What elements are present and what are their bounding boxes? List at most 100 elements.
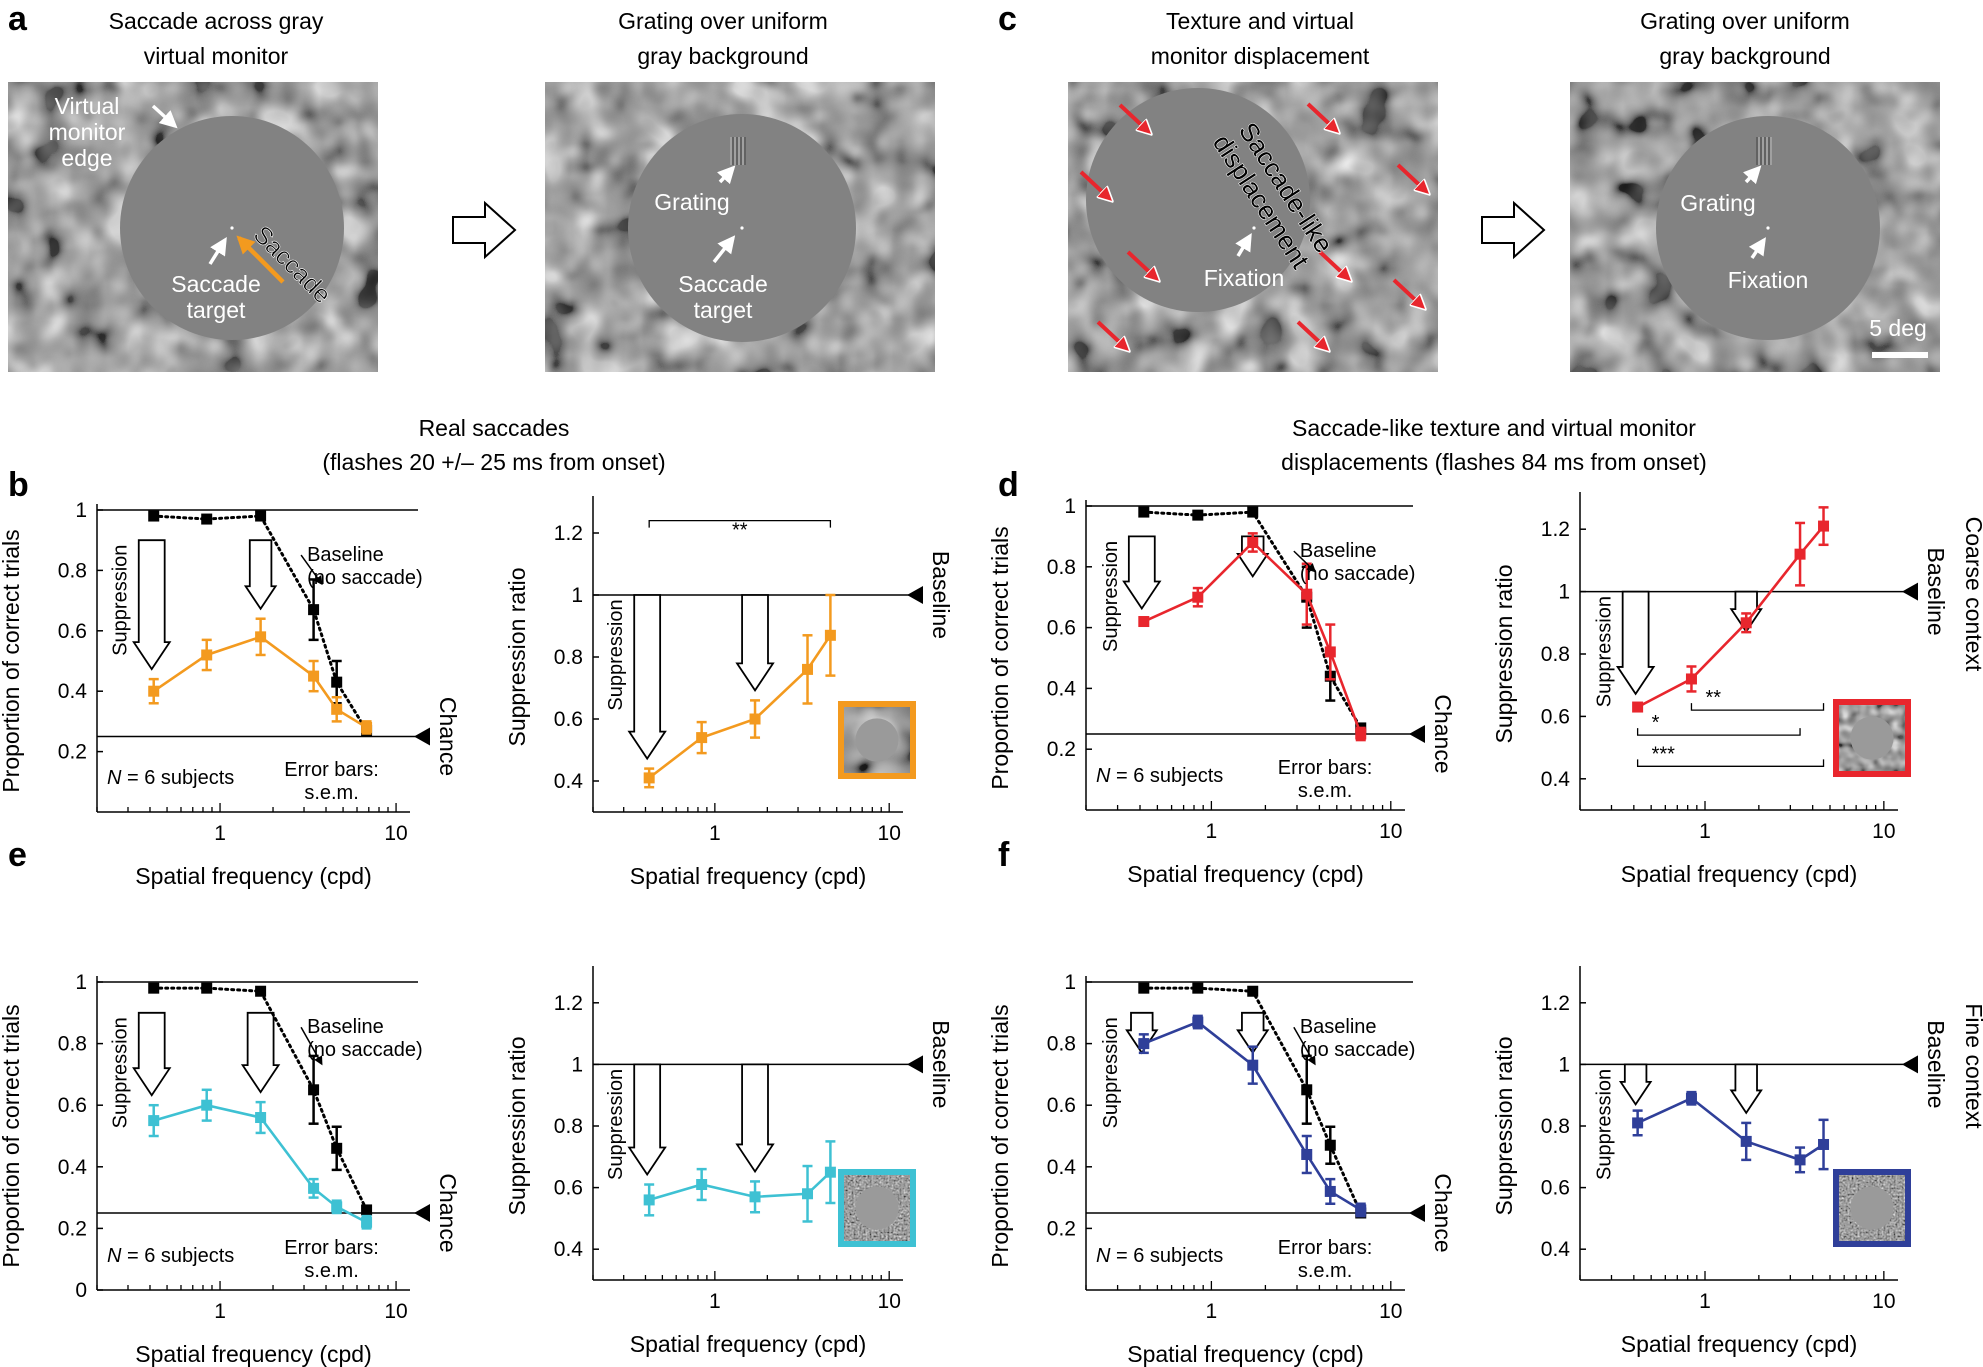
chart-d-left: 0.2 0.4 0.6 0.8 1 1 10 Spatial frequency (cpd) P…: [987, 495, 1456, 887]
data-point: [331, 703, 343, 715]
y-tick-label: 1: [1064, 971, 1076, 994]
data-point: [824, 629, 836, 641]
suppression-arrow: [1122, 535, 1162, 611]
a1-target-line1: Saccade: [171, 271, 261, 297]
reference-label: Baseline: [928, 551, 954, 639]
y-tick-label: 0.4: [1541, 1238, 1571, 1261]
series-line: [152, 514, 369, 732]
panel-letter-d: d: [998, 466, 1019, 504]
significance-label: **: [1705, 687, 1721, 709]
data-point: [201, 982, 213, 994]
y-tick-label: 0.4: [1541, 768, 1571, 791]
c1-title-line1: Texture and virtual: [1166, 8, 1354, 34]
n-note: N = 6 subjects: [1096, 1245, 1223, 1267]
a2-title-line2: gray background: [637, 43, 808, 69]
baseline-note-pointer: [1293, 550, 1317, 573]
x-axis-label: Spatial frequency (cpd): [1621, 861, 1858, 887]
suppression-label: Suppression: [1100, 541, 1122, 652]
baseline-note-line1: Baseline: [1300, 1016, 1377, 1038]
data-point: [361, 1216, 373, 1228]
data-point: [1192, 982, 1204, 994]
reference-marker: [1902, 1055, 1918, 1074]
x-tick-label: 10: [384, 822, 407, 845]
y-tick-label: 1: [75, 971, 87, 994]
series-data: [1138, 1014, 1367, 1218]
data-point: [1247, 1059, 1259, 1071]
scale-label: 5 deg: [1869, 315, 1927, 341]
y-axis-label: Proportion of correct trials: [987, 1004, 1013, 1267]
flow-arrow-a: [452, 200, 517, 260]
x-tick-label: 10: [878, 822, 901, 845]
chart-e-left: 0 0.2 0.4 0.6 0.8 1 1 10 Spatial frequency (cpd)…: [0, 971, 461, 1367]
suppression-arrow: [132, 1011, 172, 1097]
y-tick-label: 1.2: [554, 992, 583, 1015]
baseline-note-pointer: [1293, 1026, 1316, 1066]
thumbnail-frame: [1833, 1169, 1911, 1247]
context-label: Fine context: [1961, 1003, 1983, 1129]
x-tick-label: 10: [1379, 820, 1402, 843]
thumbnail-frame: [838, 701, 916, 779]
y-axis-label: Proportion of correct trials: [987, 526, 1013, 789]
series-baseline: [148, 982, 373, 1216]
y-tick-label: 0.8: [554, 646, 583, 669]
x-tick-label: 1: [1206, 820, 1218, 843]
c2-grating-label: Grating: [1680, 190, 1755, 216]
thumbnail-frame: [838, 1169, 916, 1247]
data-point: [148, 685, 160, 697]
a1-target-line2: target: [187, 297, 246, 323]
error-note-line2: s.e.m.: [1298, 780, 1352, 802]
x-tick-label: 1: [214, 1300, 226, 1323]
data-point: [331, 1142, 343, 1154]
y-tick-label: 1.2: [554, 522, 583, 545]
error-note-line2: s.e.m.: [304, 782, 358, 804]
suppression-label: Suppression: [110, 545, 132, 656]
suppression-arrow: [1615, 590, 1656, 696]
x-tick-label: 1: [709, 1290, 721, 1313]
series-data: [643, 1140, 836, 1223]
series-line: [1142, 540, 1363, 736]
x-tick-label: 10: [1872, 1290, 1895, 1313]
series-line: [1142, 986, 1363, 1215]
data-point: [1818, 520, 1830, 532]
error-note-line1: Error bars:: [284, 1237, 378, 1259]
suppression-arrow: [1236, 1011, 1270, 1055]
y-tick-label: 0.2: [1047, 1217, 1076, 1240]
thumbnail-monitor: [1850, 716, 1894, 760]
chart-d-right: 0.4 0.6 0.8 1 1.2 1 10 Spatial frequency (cpd) S…: [1491, 492, 1983, 887]
panel-letter-a: a: [8, 0, 28, 38]
x-tick-label: 10: [1379, 1300, 1402, 1323]
data-point: [643, 772, 655, 784]
scale-bar: [1872, 352, 1928, 358]
y-tick-label: 0.8: [58, 1033, 87, 1056]
reference-marker: [907, 1055, 923, 1074]
data-point: [1355, 1204, 1367, 1216]
data-point: [1138, 1038, 1150, 1050]
series-line: [152, 986, 369, 1212]
thumbnail-monitor: [855, 718, 899, 762]
a1-title-line2: virtual monitor: [144, 43, 289, 69]
left-group-title-1: Real saccades: [419, 415, 570, 441]
baseline-note-pointer: [300, 554, 323, 586]
vme-line3: edge: [61, 145, 112, 171]
reference-label: Baseline: [1923, 547, 1949, 635]
x-tick-label: 10: [1872, 820, 1895, 843]
thumbnail-monitor: [855, 1186, 899, 1230]
data-point: [308, 670, 320, 682]
suppression-arrow: [1618, 1063, 1653, 1107]
series-data: [1632, 506, 1830, 713]
suppression-label: Suppression: [110, 1017, 132, 1128]
baseline-note-line2: (no saccade): [307, 567, 423, 589]
reference-marker: [1409, 1204, 1425, 1222]
x-tick-label: 10: [384, 1300, 407, 1323]
data-point: [255, 510, 267, 522]
data-point: [643, 1194, 655, 1206]
chart-b-left: 0.2 0.4 0.6 0.8 1 1 10 Spatial frequency (cpd) P…: [0, 499, 461, 889]
n-note: N = 6 subjects: [107, 1245, 234, 1267]
y-axis-label: Suppression ratio: [1491, 565, 1517, 744]
series-data: [1632, 1090, 1830, 1174]
y-tick-label: 1.2: [1541, 518, 1570, 541]
data-point: [1794, 548, 1806, 560]
y-tick-label: 0.8: [1541, 1115, 1570, 1138]
data-point: [1138, 506, 1150, 518]
